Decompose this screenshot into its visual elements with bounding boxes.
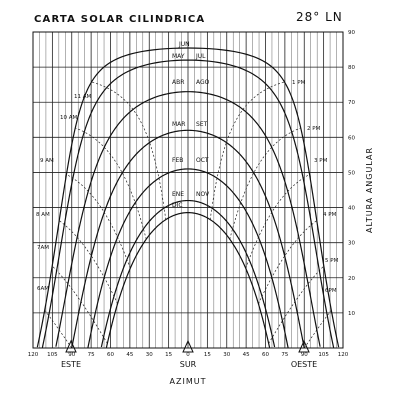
month-label-mar: MAR [172,121,185,128]
hour-label-3pm: 3 PM [314,158,328,164]
plot-border [32,31,344,349]
month-curve-jun [36,47,340,348]
x-tick-label: 60 [262,352,269,358]
hour-label-6pm: 6PM [325,288,337,294]
hour-line-9 [66,174,131,269]
x-tick-label: 60 [107,352,114,358]
month-label-jul: JUL [195,53,206,60]
hour-label-5pm: 5 PM [325,258,339,264]
hour-label-11am: 11 AM [74,94,92,100]
x-tick-label: 45 [243,352,250,358]
x-tick-label: 120 [338,352,349,358]
x-tick-label: 45 [126,352,133,358]
hour-line-11 [92,81,167,220]
west-triangle-icon [298,339,310,353]
hour-label-1pm: 1 PM [292,80,306,86]
x-tick-label: 15 [165,352,172,358]
x-tick-label: 30 [223,352,230,358]
y-tick-label: 40 [348,206,355,212]
west-label: OESTE [291,360,317,369]
hour-label-9am: 9 AM [40,158,54,164]
x-tick-label: 75 [88,352,95,358]
hour-line-14 [229,127,301,240]
x-tick-label: 0 [186,352,190,358]
hour-line-10 [75,127,147,240]
east-triangle-icon [65,339,77,353]
hour-lines [44,81,332,349]
month-curve-ene-nov [100,199,276,348]
south-label: SUR [180,360,197,369]
y-tick-label: 50 [348,170,355,176]
chart-title: CARTA SOLAR CILINDRICA [34,14,206,25]
y-tick-label: 10 [348,311,355,317]
x-tick-label: 15 [204,352,211,358]
y-tick-label: 30 [348,241,355,247]
azimut-axis-label: AZIMUT [170,377,207,386]
month-curve-may-jul [41,59,335,348]
month-curve-feb-oct [87,168,289,348]
y-tick-label: 80 [348,65,355,71]
month-curve-abr-ago [55,91,321,347]
month-label-may: MAY [172,53,185,60]
latitude-label: 28° LN [296,10,343,24]
altura-axis-label: ALTURA ANGULAR [365,147,374,233]
month-label-feb: FEB [172,157,183,164]
y-tick-label: 20 [348,276,355,282]
y-tick-label: 60 [348,135,355,141]
x-tick-label: 90 [301,352,308,358]
month-label-ago: AGO [196,79,210,86]
hour-label-4pm: 4 PM [323,212,337,218]
hour-label-10am: 10 AM [60,115,78,121]
east-label: ESTE [61,360,81,369]
month-label-dic: DIC [172,202,183,209]
month-curve-mar-set [71,129,305,349]
month-label-ene: ENE [172,191,184,198]
month-label-jun: JUN [178,41,190,48]
x-tick-label: 120 [28,352,39,358]
month-curve-dic [105,212,271,348]
x-tick-label: 105 [47,352,58,358]
month-labels: JUN MAY JUL ABR AGO MAR SET FEB OCT ENE … [172,41,210,209]
x-tick-label: 105 [318,352,329,358]
hour-label-8am: 8 AM [36,212,50,218]
x-tick-label: 30 [146,352,153,358]
hour-line-13 [209,81,284,220]
x-tick-labels: 120 105 90 75 60 45 30 15 0 15 30 45 60 75 90 105 120 [28,352,349,358]
y-tick-labels: 10 20 30 40 50 60 70 80 90 [348,30,355,317]
y-tick-label: 90 [348,30,355,36]
east-marker: ESTE [61,339,81,369]
hour-line-15 [245,174,310,269]
south-triangle-icon [182,339,194,353]
hour-labels: 11 AM 10 AM 9 AM 8 AM 7AM 6AM 1 PM 2 PM … [36,80,339,294]
y-tick-label: 70 [348,100,355,106]
hour-label-6am: 6AM [37,286,49,292]
month-label-nov: NOV [196,191,210,198]
month-curves [36,47,340,349]
month-label-oct: OCT [196,157,209,164]
hour-label-7am: 7AM [37,245,49,251]
hour-label-2pm: 2 PM [307,126,321,132]
month-label-set: SET [196,121,208,128]
month-label-abr: ABR [172,79,184,86]
x-tick-label: 75 [281,352,288,358]
x-tick-label: 90 [68,352,75,358]
south-marker: SUR [180,339,197,369]
west-marker: OESTE [291,339,317,369]
